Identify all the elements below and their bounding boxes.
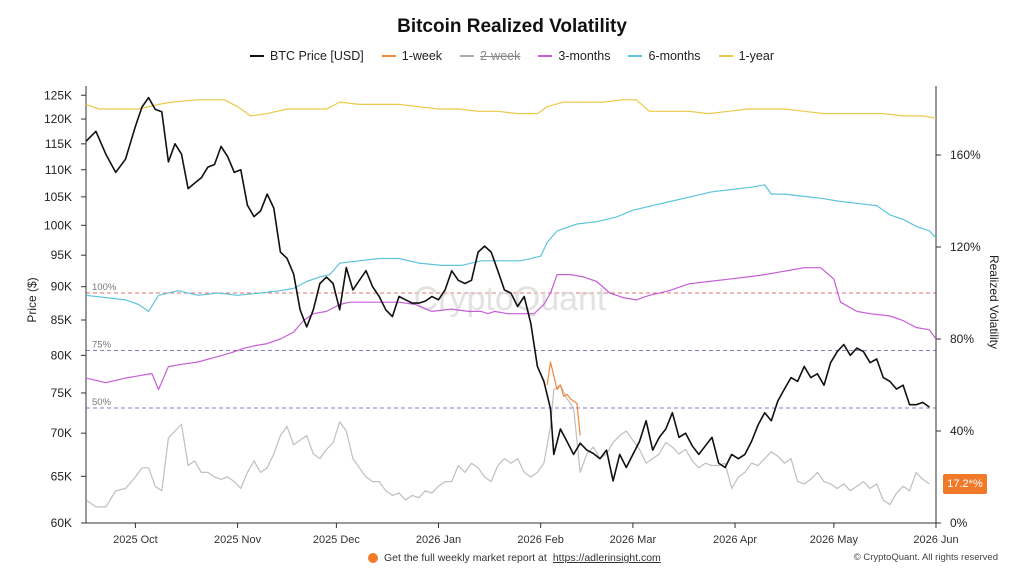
x-tick-label: 2025 Oct xyxy=(113,534,158,546)
legend-item[interactable]: 6-months xyxy=(628,49,701,63)
y-axis-right-title: Realized Volatility xyxy=(987,255,1001,349)
y-left-tick-label: 75K xyxy=(51,386,72,400)
series-line-1-year xyxy=(85,99,937,119)
y-left-tick-label: 80K xyxy=(51,348,72,362)
x-tick-label: 2025 Nov xyxy=(214,534,262,546)
footer-report: Get the full weekly market report at htt… xyxy=(368,552,661,564)
x-tick-label: 2026 Mar xyxy=(610,534,657,546)
chart-title: Bitcoin Realized Volatility xyxy=(397,16,627,37)
x-tick-label: 2026 Jun xyxy=(913,534,958,546)
reference-line-label: 75% xyxy=(92,340,112,351)
y-left-tick-label: 60K xyxy=(51,516,72,530)
footer-copyright: © CryptoQuant. All rights reserved xyxy=(853,552,998,563)
y-left-tick-label: 70K xyxy=(51,426,72,440)
footer: Get the full weekly market report at htt… xyxy=(0,552,1024,568)
x-tick-label: 2025 Dec xyxy=(313,534,361,546)
legend-label: 1-year xyxy=(738,49,774,63)
series-line-1-week xyxy=(546,361,581,436)
y-right-tick-label: 160% xyxy=(950,148,981,162)
y-left-tick-label: 95K xyxy=(51,248,72,262)
footer-report-link[interactable]: https://adlerinsight.com xyxy=(552,552,661,564)
legend-label: 2-week xyxy=(480,49,521,63)
legend-label: BTC Price [USD] xyxy=(269,49,364,63)
report-dot-icon xyxy=(368,553,378,563)
legend-label: 6-months xyxy=(648,49,701,63)
current-value-badge: 17.2*% xyxy=(943,474,987,494)
legend-item[interactable]: 3-months xyxy=(538,49,610,63)
x-tick-label: 2026 May xyxy=(810,534,859,546)
legend-swatch xyxy=(718,55,733,57)
series-line-2-week xyxy=(85,384,930,508)
legend-item[interactable]: 1-week xyxy=(381,49,443,63)
reference-lines: 100% 75% 50% xyxy=(86,282,936,409)
y-left-tick-label: 65K xyxy=(51,469,72,483)
x-tick-label: 2026 Apr xyxy=(713,534,757,546)
series-line-6-months xyxy=(85,184,937,312)
y-axis-left-title: Price ($) xyxy=(25,277,39,322)
y-left-tick-label: 125K xyxy=(44,88,72,102)
y-left-tick-label: 90K xyxy=(51,280,72,294)
axes: 60K 65K 70K 75K 80K 85K 90K 95K 100K 105K 110K 115K… xyxy=(44,86,981,546)
footer-report-text: Get the full weekly market report at xyxy=(384,552,547,564)
legend-swatch xyxy=(460,55,475,57)
x-tick-label: 2026 Jan xyxy=(416,534,461,546)
y-right-tick-label: 120% xyxy=(950,240,981,254)
y-left-tick-label: 110K xyxy=(45,163,72,177)
y-left-tick-label: 115K xyxy=(45,137,72,151)
series-lines xyxy=(85,96,937,508)
reference-line-label: 50% xyxy=(92,397,112,408)
y-right-tick-label: 40% xyxy=(950,424,974,438)
legend: BTC Price [USD] 1-week 2-week 3-months 6-mon… xyxy=(0,49,1024,63)
legend-swatch xyxy=(249,55,264,57)
legend-item[interactable]: BTC Price [USD] xyxy=(249,49,364,63)
legend-item[interactable]: 2-week xyxy=(460,49,520,63)
y-right-tick-label: 80% xyxy=(950,332,974,346)
y-left-tick-label: 85K xyxy=(51,313,72,327)
series-line-btc-price-usd xyxy=(85,96,930,482)
legend-item[interactable]: 1-year xyxy=(718,49,774,63)
y-left-tick-label: 100K xyxy=(44,218,72,232)
legend-label: 3-months xyxy=(558,49,611,63)
y-left-tick-label: 105K xyxy=(44,190,72,204)
legend-swatch xyxy=(381,55,396,57)
y-right-tick-label: 0% xyxy=(950,516,968,530)
legend-swatch xyxy=(628,55,643,57)
y-left-tick-label: 120K xyxy=(44,112,72,126)
reference-line-label: 100% xyxy=(92,282,117,293)
x-tick-label: 2026 Feb xyxy=(517,534,563,546)
watermark: CryptoQuant xyxy=(414,280,607,318)
legend-swatch xyxy=(538,55,553,57)
series-line-3-months xyxy=(85,267,937,391)
legend-label: 1-week xyxy=(401,49,443,63)
